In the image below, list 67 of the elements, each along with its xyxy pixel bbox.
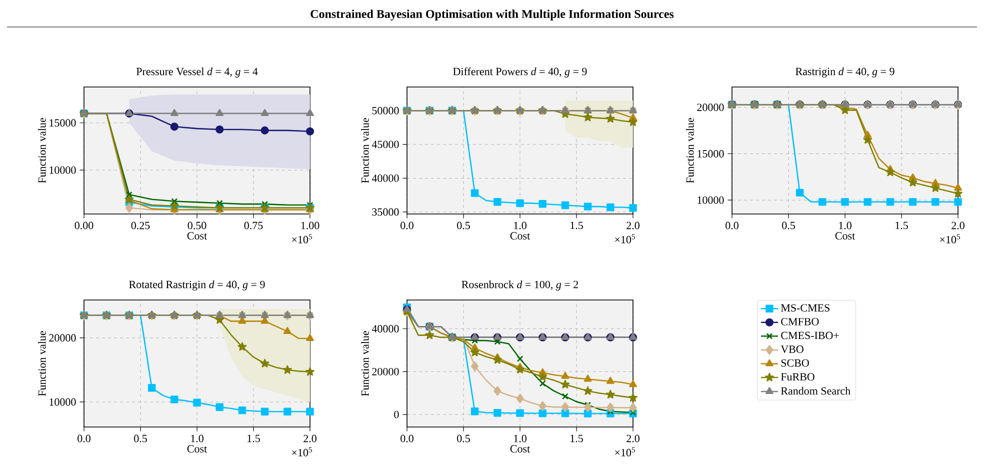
y-axis-title: Function value xyxy=(361,331,369,396)
y-tick-label: 0 xyxy=(394,410,399,418)
y-axis-title: Function value xyxy=(38,118,46,184)
y-tick-label: 20000 xyxy=(49,334,76,342)
y-tick-label: 50000 xyxy=(372,106,399,114)
x-tick-label: 1.5 xyxy=(248,434,260,442)
legend-label: MS-CMES xyxy=(780,304,830,312)
x-tick-label: 0.50 xyxy=(188,222,206,230)
x-tick-label: 0.0 xyxy=(726,222,738,230)
text: Constrained Bayesian Optimisation with Multiple Information Sources xyxy=(310,9,674,21)
x-tick-label: 2.0 xyxy=(304,434,316,442)
y-tick-label: 40000 xyxy=(372,325,399,332)
y-tick-label: 10000 xyxy=(50,166,76,174)
x-tick-label: 0.5 xyxy=(457,222,470,230)
x-axis-title: Cost xyxy=(187,445,208,453)
chart-title: Rotated Rastrigin d = 40, g = 9 xyxy=(129,280,265,290)
x-tick-label: 1.0 xyxy=(514,222,526,230)
y-tick-label: 20000 xyxy=(372,368,399,376)
x-axis-title: Cost xyxy=(510,445,530,453)
y-tick-label: 10000 xyxy=(698,196,724,204)
y-axis-title: Function value xyxy=(686,118,694,184)
x-tick-label: 0.25 xyxy=(131,222,150,230)
x-tick-label: 1.0 xyxy=(191,434,204,442)
x-tick-label: 0.75 xyxy=(244,222,263,230)
text: ×10$^{5}$ xyxy=(292,447,312,456)
text: ×10$^{5}$ xyxy=(615,234,635,244)
x-tick-label: 0.0 xyxy=(400,434,414,442)
x-tick-label: 0.5 xyxy=(134,434,147,442)
x-tick-label: 0.00 xyxy=(74,222,94,230)
x-tick-label: 0.5 xyxy=(457,434,470,442)
y-tick-label: 20000 xyxy=(697,104,724,112)
chart-title: Pressure Vessel d = 4, g = 4 xyxy=(136,68,258,78)
x-tick-label: 1.00 xyxy=(301,222,320,230)
x-tick-label: 2.0 xyxy=(626,434,640,442)
x-tick-label: 1.5 xyxy=(570,434,583,442)
y-tick-label: 10000 xyxy=(50,398,76,406)
legend-label: SCBO xyxy=(781,359,809,367)
x-axis-title: Cost xyxy=(510,232,530,240)
y-axis-title: Function value xyxy=(361,118,369,184)
chart-title: Different Powers d = 40, g = 9 xyxy=(453,67,587,78)
x-tick-label: 1.0 xyxy=(839,222,852,230)
x-tick-label: 2.0 xyxy=(952,222,964,230)
legend-label: FuRBO xyxy=(780,373,814,381)
x-axis-title: Cost xyxy=(187,232,208,240)
legend-label: CMES-IBO+ xyxy=(781,332,839,340)
x-tick-label: 0.0 xyxy=(400,222,414,230)
text: ×10$^{5}$ xyxy=(615,447,635,456)
x-axis-title: Cost xyxy=(835,232,856,240)
text: ×10$^{5}$ xyxy=(940,234,960,244)
text: ×10$^{5}$ xyxy=(292,234,312,244)
legend-label: VBO xyxy=(780,346,804,354)
y-axis-title: Function value xyxy=(38,331,46,396)
x-tick-label: 1.5 xyxy=(896,222,908,230)
y-tick-label: 40000 xyxy=(372,174,399,182)
y-tick-label: 15000 xyxy=(50,119,76,127)
x-tick-label: 0.5 xyxy=(782,222,795,230)
x-tick-label: 2.0 xyxy=(626,222,640,230)
chart-title: Rastrigin d = 40, g = 9 xyxy=(796,67,894,78)
legend-label: CMFBO xyxy=(781,318,819,326)
y-tick-label: 15000 xyxy=(698,150,724,158)
x-tick-label: 1.0 xyxy=(514,434,526,442)
chart-title: Rosenbrock d = 100, g = 2 xyxy=(462,280,578,290)
legend-label: Random Search xyxy=(780,386,850,395)
x-tick-label: 0.0 xyxy=(78,434,90,442)
y-tick-label: 45000 xyxy=(372,140,399,148)
y-tick-label: 35000 xyxy=(372,208,399,216)
x-tick-label: 1.5 xyxy=(570,222,583,230)
